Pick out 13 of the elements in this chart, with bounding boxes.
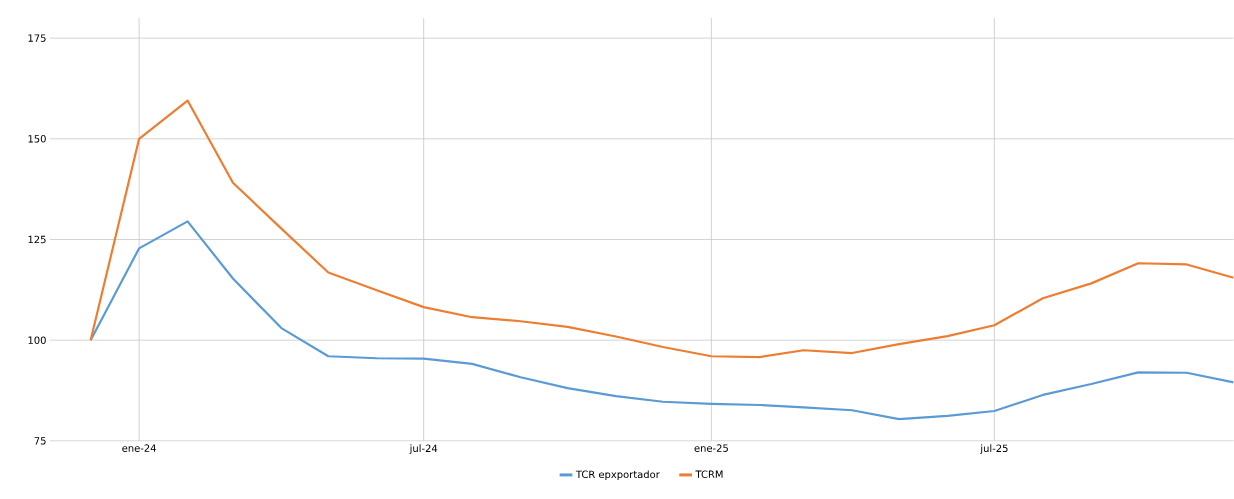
y-tick-label: 125 <box>28 235 46 244</box>
line-series <box>89 220 1234 421</box>
y-tick-label: 100 <box>28 336 46 345</box>
y-tick-label: 150 <box>28 135 46 143</box>
legend-label: TCR epxportador <box>575 470 660 481</box>
y-tick-label: 175 <box>28 34 46 42</box>
line-series <box>89 99 1234 359</box>
y-tick-label: 75 <box>34 437 46 445</box>
x-tick-label: ene-25 <box>694 444 728 452</box>
legend-label: TCRM <box>695 470 723 479</box>
x-tick-label: jul-25 <box>980 444 1008 455</box>
x-tick-label: jul-24 <box>409 444 438 455</box>
x-tick-label: ene-24 <box>122 444 156 452</box>
